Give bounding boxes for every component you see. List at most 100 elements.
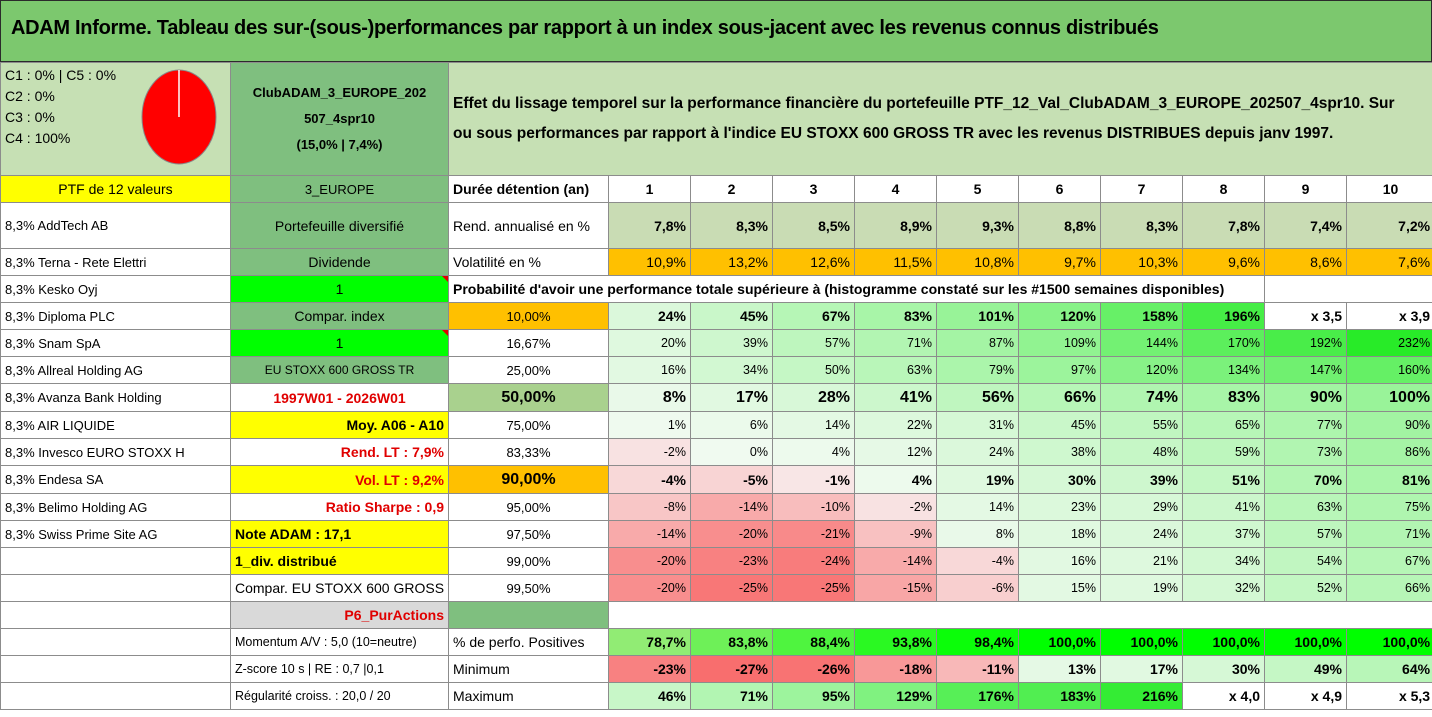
index-name: EU STOXX 600 GROSS TR xyxy=(230,356,449,384)
min-value: 30% xyxy=(1182,655,1265,683)
region-label: 3_EUROPE xyxy=(230,175,449,203)
rend-value: 8,9% xyxy=(854,202,937,249)
prob-value: 170% xyxy=(1182,329,1265,357)
prob-value: 86% xyxy=(1345,438,1432,466)
prob-value: -2% xyxy=(854,493,937,521)
prob-value: -25% xyxy=(690,574,773,602)
prob-value: 12% xyxy=(854,438,937,466)
probability-level: 16,67% xyxy=(448,329,609,357)
prob-value: -14% xyxy=(690,493,773,521)
pos-value: 100,0% xyxy=(1018,628,1101,656)
vol-value: 8,6% xyxy=(1264,248,1347,276)
vol-value: 10,8% xyxy=(936,248,1019,276)
pos-value: 98,4% xyxy=(936,628,1019,656)
report-title-bar: ADAM Informe. Tableau des sur-(sous-)per… xyxy=(0,0,1432,62)
prob-value: 66% xyxy=(1018,383,1101,412)
vol-value: 10,9% xyxy=(608,248,691,276)
year-header: 6 xyxy=(1018,175,1101,203)
prob-value: x 3,9 xyxy=(1345,302,1432,330)
sharpe-label: Ratio Sharpe : 0,9 xyxy=(230,493,449,521)
prob-value: 39% xyxy=(1100,465,1183,494)
prob-value: -24% xyxy=(772,547,855,575)
empty-cell xyxy=(0,601,231,629)
prob-value: 144% xyxy=(1100,329,1183,357)
prob-value: 57% xyxy=(772,329,855,357)
portfolio-name-line: (15,0% | 7,4%) xyxy=(296,137,383,152)
prob-value: -6% xyxy=(936,574,1019,602)
min-value: -23% xyxy=(608,655,691,683)
prob-value: 29% xyxy=(1100,493,1183,521)
prob-value: 21% xyxy=(1100,547,1183,575)
legend-line: C3 : 0% xyxy=(5,109,55,125)
rend-value: 7,8% xyxy=(608,202,691,249)
prob-value: 66% xyxy=(1345,574,1432,602)
probability-level: 97,50% xyxy=(448,520,609,548)
prob-value: 70% xyxy=(1264,465,1347,494)
prob-value: 73% xyxy=(1264,438,1347,466)
legend-line: C2 : 0% xyxy=(5,88,55,104)
prob-value: -15% xyxy=(854,574,937,602)
prob-value: 134% xyxy=(1182,356,1265,384)
year-header: 1 xyxy=(608,175,691,203)
prob-value: 38% xyxy=(1018,438,1101,466)
probability-level: 90,00% xyxy=(448,465,609,494)
max-label: Maximum xyxy=(448,682,609,710)
min-value: -18% xyxy=(854,655,937,683)
probability-level: 99,50% xyxy=(448,574,609,602)
vol-value: 9,7% xyxy=(1018,248,1101,276)
prob-value: 0% xyxy=(690,438,773,466)
diversified-label: Portefeuille diversifié xyxy=(230,202,449,249)
holding-row: 8,3% Swiss Prime Site AG xyxy=(0,520,231,548)
description-line: ou sous performances par rapport à l'ind… xyxy=(453,125,1334,142)
prob-value: 192% xyxy=(1264,329,1347,357)
prob-value: 34% xyxy=(1182,547,1265,575)
prob-value: 14% xyxy=(772,411,855,439)
prob-value: 147% xyxy=(1264,356,1347,384)
zscore-label: Z-score 10 s | RE : 0,7 |0,1 xyxy=(230,655,449,683)
max-value: 176% xyxy=(936,682,1019,710)
moy-label: Moy. A06 - A10 xyxy=(230,411,449,439)
pos-value: 100,0% xyxy=(1100,628,1183,656)
empty-cell xyxy=(607,601,1432,629)
div-label: 1_div. distribué xyxy=(230,547,449,575)
rend-value: 7,4% xyxy=(1264,202,1347,249)
holding-row: 8,3% AddTech AB xyxy=(0,202,231,249)
prob-value: -20% xyxy=(690,520,773,548)
prob-value: 97% xyxy=(1018,356,1101,384)
min-value: 49% xyxy=(1264,655,1347,683)
report-title: ADAM Informe. Tableau des sur-(sous-)per… xyxy=(11,17,1159,39)
rend-value: 7,2% xyxy=(1345,202,1432,249)
prob-value: 1% xyxy=(608,411,691,439)
prob-value: 71% xyxy=(854,329,937,357)
prob-value: 4% xyxy=(854,465,937,494)
prob-value: 87% xyxy=(936,329,1019,357)
prob-value: -21% xyxy=(772,520,855,548)
holding-row: 8,3% Kesko Oyj xyxy=(0,275,231,303)
probability-level: 75,00% xyxy=(448,411,609,439)
prob-value: 18% xyxy=(1018,520,1101,548)
performance-table: C1 : 0% | C5 : 0% C2 : 0% C3 : 0% C4 : 100%… xyxy=(0,62,1432,710)
pie-chart xyxy=(141,69,217,165)
min-value: -27% xyxy=(690,655,773,683)
pos-label: % de perfo. Positives xyxy=(448,628,609,656)
holding-row: 8,3% Allreal Holding AG xyxy=(0,356,231,384)
pos-value: 100,0% xyxy=(1345,628,1432,656)
holding-row: 8,3% Diploma PLC xyxy=(0,302,231,330)
prob-value: 81% xyxy=(1345,465,1432,494)
min-value: 13% xyxy=(1018,655,1101,683)
prob-value: -10% xyxy=(772,493,855,521)
year-header: 4 xyxy=(854,175,937,203)
prob-value: 17% xyxy=(690,383,773,412)
prob-value: 15% xyxy=(1018,574,1101,602)
pos-value: 100,0% xyxy=(1264,628,1347,656)
prob-value: 20% xyxy=(608,329,691,357)
compar-value: 1 xyxy=(230,329,449,357)
rend-lt: Rend. LT : 7,9% xyxy=(230,438,449,466)
rend-value: 8,3% xyxy=(1100,202,1183,249)
holding-row: 8,3% Snam SpA xyxy=(0,329,231,357)
holding-row: 8,3% Terna - Rete Elettri xyxy=(0,248,231,276)
probability-level: 83,33% xyxy=(448,438,609,466)
vol-value: 7,6% xyxy=(1345,248,1432,276)
holding-row: 8,3% Endesa SA xyxy=(0,465,231,494)
min-value: -11% xyxy=(936,655,1019,683)
